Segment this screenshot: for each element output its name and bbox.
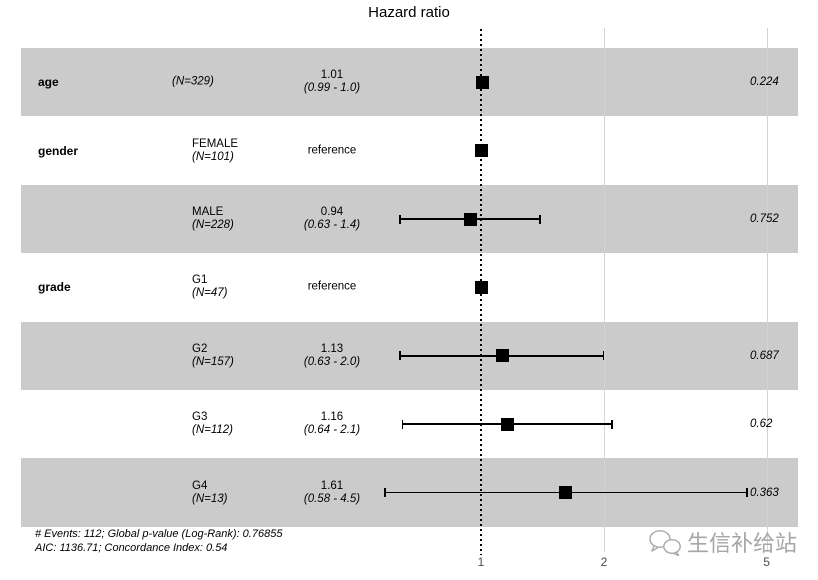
row-estimate-cell: 1.01 (0.99 - 1.0) (272, 69, 392, 95)
row-estimate-label: 1.13 (320, 342, 344, 355)
row-n-label: (N=157) (192, 355, 234, 368)
row-ci-label: (0.64 - 2.1) (303, 424, 361, 437)
row-variable-label: age (38, 75, 59, 90)
watermark: 生信补给站 (648, 526, 797, 558)
row-level-cell: G2 (N=157) (192, 343, 234, 369)
row-estimate-label: 1.01 (320, 69, 344, 82)
row-ci-label: (0.58 - 4.5) (303, 492, 361, 505)
row-level-cell: G3 (N=112) (192, 411, 233, 437)
row-n-label: (N=112) (192, 424, 234, 437)
hr-marker-reference (474, 144, 488, 158)
footnote-aic: AIC: 1136.71; Concordance Index: 0.54 (35, 542, 228, 554)
gridline (604, 28, 605, 552)
row-n-label: (N=13) (192, 492, 228, 505)
row-level-cell: G1 (N=47) (192, 274, 227, 300)
hr-marker (496, 349, 510, 363)
row-level-label: MALE (192, 206, 224, 218)
row-stripe (21, 48, 798, 117)
ci-cap-low (384, 488, 386, 498)
row-variable-label: grade (38, 280, 71, 295)
row-level-cell: (N=329) (172, 76, 214, 89)
row-p-value: 0.62 (750, 418, 773, 431)
row-p-value: 0.224 (750, 76, 779, 89)
hr-marker (559, 486, 572, 500)
row-n-label: (N=228) (192, 219, 234, 231)
x-tick-label: 2 (600, 555, 608, 569)
row-ci-label: (0.99 - 1.0) (303, 82, 361, 95)
row-n-label: (N=47) (192, 287, 228, 300)
row-level-label: FEMALE (192, 137, 239, 150)
watermark-text: 生信补给站 (687, 531, 798, 556)
row-n-label: (N=101) (192, 150, 234, 163)
row-estimate-cell: 1.61 (0.58 - 4.5) (272, 480, 392, 506)
row-level-label: G3 (192, 411, 208, 424)
row-p-value: 0.363 (750, 486, 779, 499)
ci-cap-high (539, 214, 541, 224)
ci-cap-high (611, 419, 613, 429)
footnote-events: # Events: 112; Global p-value (Log-Rank)… (35, 528, 283, 540)
ci-cap-low (399, 351, 401, 361)
x-tick-label: 1 (477, 555, 485, 569)
chart-title: Hazard ratio (368, 4, 450, 21)
ci-cap-high (602, 351, 604, 361)
row-estimate-label: 0.94 (320, 206, 344, 218)
row-variable-label: gender (38, 143, 79, 158)
row-level-label: G1 (192, 274, 208, 287)
hr-marker (463, 212, 477, 226)
row-level-label: G4 (192, 479, 208, 492)
row-ci-label: (0.63 - 1.4) (303, 219, 361, 231)
row-estimate-cell: reference (272, 281, 392, 294)
row-estimate-cell: 1.13 (0.63 - 2.0) (272, 343, 392, 369)
row-estimate-label: reference (307, 144, 357, 157)
gridline (766, 28, 768, 552)
row-ci-label: (0.63 - 2.0) (303, 355, 361, 368)
row-p-value: 0.687 (750, 349, 779, 362)
row-estimate-label: 1.16 (320, 411, 344, 424)
row-level-cell: FEMALE (N=101) (192, 138, 238, 164)
row-level-label: G2 (192, 342, 208, 355)
row-estimate-cell: reference (272, 144, 392, 157)
hr-marker (476, 75, 490, 89)
row-n-label: (N=329) (172, 75, 214, 88)
row-p-value: 0.752 (750, 213, 779, 225)
wechat-icon (649, 529, 681, 556)
row-estimate-cell: 0.94 (0.63 - 1.4) (272, 206, 392, 232)
ci-cap-low (399, 214, 401, 224)
row-estimate-label: reference (307, 280, 357, 293)
row-level-cell: G4 (N=13) (192, 480, 227, 506)
hr-marker-reference (474, 280, 488, 294)
row-estimate-cell: 1.16 (0.64 - 2.1) (272, 411, 392, 437)
row-level-cell: MALE (N=228) (192, 206, 234, 232)
hr-marker (500, 417, 514, 431)
x-tick-label: 5 (763, 555, 770, 569)
ci-cap-low (401, 419, 404, 429)
row-estimate-label: 1.61 (320, 479, 344, 492)
ci-cap-high (746, 488, 748, 498)
